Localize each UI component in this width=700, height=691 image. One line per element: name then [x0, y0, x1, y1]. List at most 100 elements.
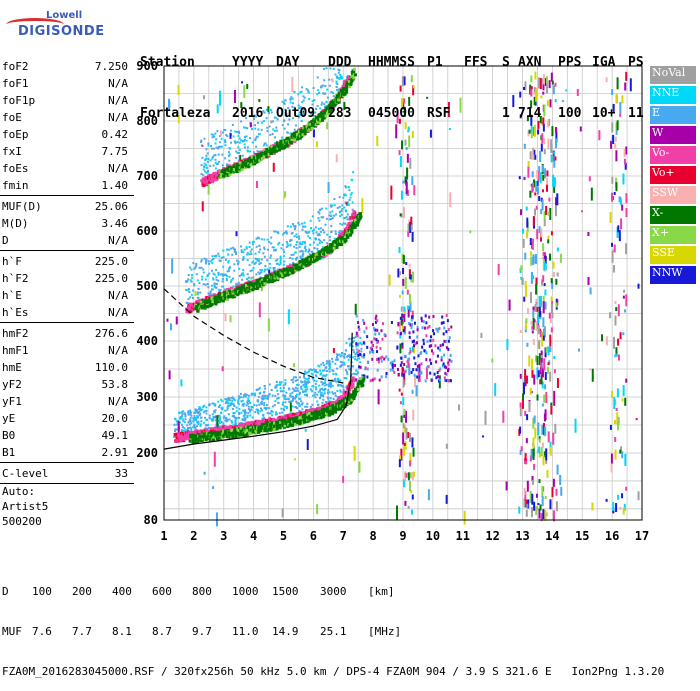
echo-mark: [214, 133, 216, 135]
echo-mark: [354, 373, 356, 375]
echo-mark: [203, 283, 205, 285]
echo-mark: [292, 232, 294, 234]
echo-mark: [215, 276, 217, 278]
echo-mark: [615, 347, 617, 354]
echo-mark: [327, 389, 329, 391]
echo-mark: [232, 396, 234, 398]
echo-mark: [520, 374, 522, 379]
echo-mark: [618, 355, 620, 361]
echo-mark: [266, 259, 268, 261]
echo-mark: [324, 93, 326, 95]
echo-mark: [622, 173, 624, 184]
echo-mark: [313, 129, 315, 137]
echo-mark: [247, 412, 249, 414]
echo-mark: [222, 164, 224, 166]
echo-mark: [237, 400, 239, 402]
echo-mark: [277, 243, 279, 245]
echo-mark: [292, 381, 294, 383]
echo-mark: [556, 501, 558, 511]
echo-mark: [450, 379, 452, 382]
echo-mark: [218, 289, 220, 291]
echo-mark: [263, 247, 265, 249]
echo-mark: [282, 508, 284, 517]
echo-mark: [281, 381, 283, 383]
echo-mark: [555, 138, 557, 148]
echo-mark: [204, 159, 206, 161]
echo-mark: [184, 421, 186, 423]
echo-mark: [339, 215, 341, 217]
echo-mark: [408, 472, 410, 480]
echo-mark: [548, 212, 550, 216]
echo-mark: [557, 378, 559, 388]
echo-mark: [545, 302, 547, 310]
echo-mark: [333, 398, 335, 400]
echo-mark: [237, 146, 239, 148]
echo-mark: [215, 142, 217, 144]
echo-mark: [536, 170, 538, 179]
echo-mark: [316, 248, 318, 250]
echo-mark: [259, 393, 261, 395]
echo-mark: [170, 323, 172, 330]
echo-mark: [554, 424, 556, 434]
echo-mark: [327, 96, 329, 98]
echo-mark: [185, 289, 187, 291]
echo-mark: [315, 238, 317, 240]
echo-mark: [544, 261, 546, 270]
echo-mark: [326, 234, 328, 236]
echo-mark: [410, 472, 412, 478]
echo-mark: [206, 275, 208, 277]
echo-mark: [243, 85, 245, 98]
echo-mark: [400, 213, 402, 216]
echo-mark: [445, 340, 447, 343]
echo-mark: [270, 120, 272, 123]
echo-mark: [280, 247, 282, 249]
echo-mark: [400, 156, 402, 167]
echo-mark: [212, 419, 214, 421]
echo-mark: [296, 257, 298, 259]
echo-mark: [537, 503, 539, 505]
echo-mark: [325, 101, 327, 103]
echo-mark: [238, 261, 240, 263]
echo-mark: [363, 322, 365, 325]
echo-mark: [620, 199, 622, 205]
echo-mark: [340, 385, 342, 387]
echo-mark: [434, 344, 436, 347]
echo-mark: [346, 342, 348, 344]
echo-mark: [178, 412, 180, 414]
echo-mark: [546, 347, 548, 353]
echo-mark: [254, 411, 256, 413]
echo-mark: [188, 288, 190, 290]
echo-mark: [386, 372, 388, 375]
echo-mark: [219, 404, 221, 406]
echo-mark: [543, 74, 545, 84]
echo-mark: [532, 275, 534, 279]
echo-mark: [254, 393, 256, 395]
echo-mark: [261, 269, 263, 271]
echo-mark: [537, 395, 539, 401]
echo-mark: [215, 167, 217, 169]
echo-mark: [433, 332, 435, 335]
echo-mark: [238, 398, 240, 400]
echo-mark: [557, 465, 559, 475]
echo-mark: [448, 328, 450, 331]
echo-mark: [520, 265, 522, 271]
echo-mark: [403, 307, 405, 312]
echo-mark: [545, 460, 547, 464]
echo-mark: [322, 382, 324, 384]
echo-mark: [253, 404, 255, 406]
trace-mark: [357, 388, 360, 391]
echo-mark: [330, 397, 332, 399]
echo-mark: [244, 393, 246, 395]
echo-mark: [524, 488, 526, 495]
echo-mark: [376, 319, 378, 322]
echo-mark: [263, 395, 265, 397]
echo-mark: [301, 223, 303, 225]
echo-mark: [619, 507, 621, 510]
echo-mark: [218, 161, 220, 163]
echo-mark: [318, 220, 320, 222]
echo-mark: [316, 141, 318, 147]
echo-mark: [431, 349, 433, 352]
echo-mark: [361, 198, 363, 213]
echo-mark: [265, 269, 267, 271]
echo-mark: [326, 360, 328, 362]
